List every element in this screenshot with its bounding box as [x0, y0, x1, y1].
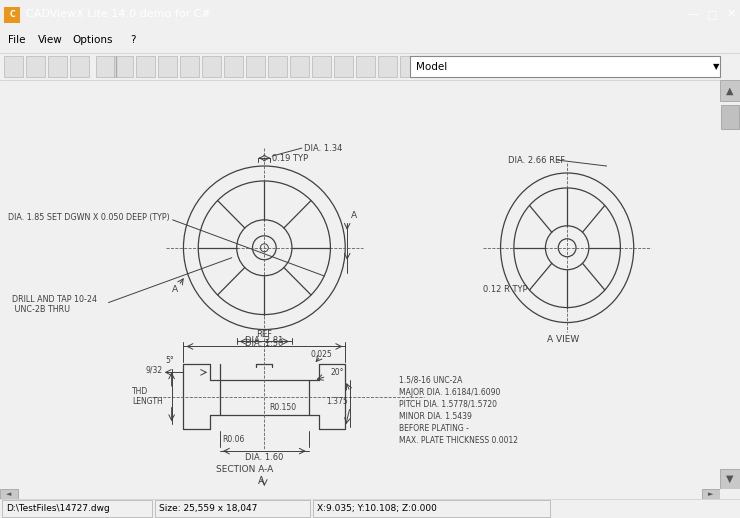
Bar — [224, 56, 243, 77]
Bar — [136, 56, 155, 77]
Bar — [313, 500, 550, 517]
Bar — [400, 56, 419, 77]
Text: 9/32: 9/32 — [146, 366, 163, 375]
Bar — [0, 489, 18, 499]
Text: ▼: ▼ — [726, 474, 734, 484]
Text: UNC-2B THRU: UNC-2B THRU — [12, 305, 70, 314]
Bar — [720, 80, 740, 100]
Text: A: A — [172, 285, 178, 294]
Bar — [246, 56, 265, 77]
Bar — [26, 56, 45, 77]
Text: SECTION A-A: SECTION A-A — [216, 465, 273, 473]
Text: 5°: 5° — [166, 356, 175, 365]
Text: —: — — [687, 9, 699, 19]
Text: C: C — [9, 10, 15, 20]
Text: 1.5/8-16 UNC-2A: 1.5/8-16 UNC-2A — [400, 376, 462, 385]
Text: ▲: ▲ — [726, 85, 734, 95]
Text: DRILL AND TAP 10-24: DRILL AND TAP 10-24 — [12, 295, 97, 304]
Bar — [70, 56, 89, 77]
Text: PITCH DIA. 1.5778/1.5720: PITCH DIA. 1.5778/1.5720 — [400, 400, 497, 409]
Text: A VIEW: A VIEW — [548, 335, 579, 344]
Text: R0.150: R0.150 — [269, 403, 297, 412]
Text: ▼: ▼ — [713, 62, 719, 71]
Bar — [720, 469, 740, 489]
Text: 0.19 TYP: 0.19 TYP — [272, 153, 309, 163]
Text: ✕: ✕ — [727, 9, 736, 19]
Bar — [155, 500, 310, 517]
Bar — [2, 500, 152, 517]
Bar — [180, 56, 199, 77]
Bar — [702, 489, 720, 499]
Text: DIA. 1.34: DIA. 1.34 — [304, 143, 342, 153]
Text: CADViewX Lite 14.0 demo for C#: CADViewX Lite 14.0 demo for C# — [26, 9, 211, 19]
Bar — [312, 56, 331, 77]
Text: ►: ► — [708, 491, 713, 497]
Text: ?: ? — [130, 35, 135, 45]
Text: REF: REF — [256, 330, 272, 339]
Bar — [4, 56, 23, 77]
Text: 0.12 R TYP: 0.12 R TYP — [483, 285, 528, 294]
Bar — [202, 56, 221, 77]
Text: BEFORE PLATING -: BEFORE PLATING - — [400, 424, 469, 433]
Bar — [378, 56, 397, 77]
Bar — [721, 105, 739, 130]
Text: LENGTH: LENGTH — [132, 397, 163, 406]
Text: A: A — [258, 476, 265, 486]
Text: DIA. 2.66 REF: DIA. 2.66 REF — [508, 155, 565, 165]
Text: 20°: 20° — [331, 368, 344, 377]
Text: ◄: ◄ — [7, 491, 12, 497]
Text: Options: Options — [72, 35, 112, 45]
Text: DIA. 1.85 SET DGWN X 0.050 DEEP (TYP): DIA. 1.85 SET DGWN X 0.050 DEEP (TYP) — [8, 213, 169, 222]
Bar — [356, 56, 375, 77]
Bar — [48, 56, 67, 77]
Text: MAX. PLATE THICKNESS 0.0012: MAX. PLATE THICKNESS 0.0012 — [400, 436, 519, 444]
Text: THD: THD — [132, 387, 149, 396]
Text: □: □ — [707, 9, 717, 19]
Text: A: A — [352, 211, 357, 220]
Text: MINOR DIA. 1.5439: MINOR DIA. 1.5439 — [400, 412, 472, 421]
Bar — [290, 56, 309, 77]
Bar — [268, 56, 287, 77]
Text: Model: Model — [416, 62, 447, 71]
Text: File: File — [8, 35, 25, 45]
Bar — [410, 56, 720, 77]
Text: DIA. 1.60: DIA. 1.60 — [245, 453, 283, 462]
Text: MAJOR DIA. 1.6184/1.6090: MAJOR DIA. 1.6184/1.6090 — [400, 388, 501, 397]
Text: View: View — [38, 35, 63, 45]
Text: 0.025: 0.025 — [311, 350, 332, 359]
Bar — [96, 56, 115, 77]
Text: 1.375: 1.375 — [326, 397, 349, 406]
Bar — [114, 56, 133, 77]
Bar — [158, 56, 177, 77]
Text: X:9.035; Y:10.108; Z:0.000: X:9.035; Y:10.108; Z:0.000 — [317, 504, 437, 513]
Bar — [334, 56, 353, 77]
Bar — [4, 7, 20, 23]
Text: DIA. 2.81: DIA. 2.81 — [245, 336, 283, 345]
Text: R0.06: R0.06 — [222, 435, 244, 443]
Text: DIA. 1.50: DIA. 1.50 — [245, 339, 283, 348]
Text: D:\TestFiles\14727.dwg: D:\TestFiles\14727.dwg — [6, 504, 110, 513]
Text: Size: 25,559 x 18,047: Size: 25,559 x 18,047 — [159, 504, 258, 513]
